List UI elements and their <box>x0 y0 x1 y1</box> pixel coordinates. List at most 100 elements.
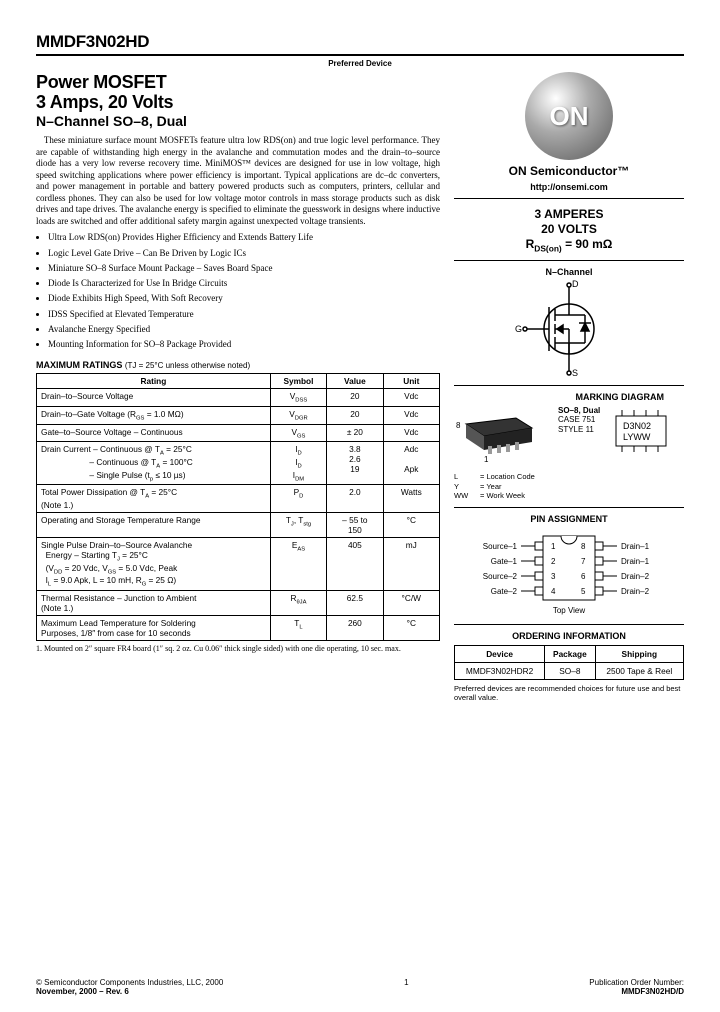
svg-text:8: 8 <box>581 542 586 551</box>
cell-symbol: TL <box>270 616 326 641</box>
page-footer: © Semiconductor Components Industries, L… <box>36 978 684 996</box>
svg-text:Top View: Top View <box>553 606 586 615</box>
cell-unit: °C/W <box>383 591 439 616</box>
pin-title: PIN ASSIGNMENT <box>454 514 684 524</box>
cell-value: 405 <box>327 538 383 591</box>
part-number: MMDF3N02HD <box>36 32 684 52</box>
svg-text:Drain–1: Drain–1 <box>621 557 650 566</box>
cell-symbol: PD <box>270 485 326 513</box>
package-labels: SO–8, Dual CASE 751 STYLE 11 <box>558 406 600 435</box>
cell-rating: Total Power Dissipation @ TA = 25°C(Note… <box>37 485 271 513</box>
table-row: Thermal Resistance – Junction to Ambient… <box>37 591 440 616</box>
svg-text:1: 1 <box>484 455 489 464</box>
svg-text:Drain–2: Drain–2 <box>621 587 650 596</box>
divider <box>454 507 684 508</box>
cell-unit: Vdc <box>383 407 439 425</box>
key-specs: 3 AMPERES 20 VOLTS RDS(on) = 90 mΩ <box>454 207 684 254</box>
cell-rating: Drain–to–Gate Voltage (RGS = 1.0 MΩ) <box>37 407 271 425</box>
two-column-layout: Power MOSFET 3 Amps, 20 Volts N–Channel … <box>36 72 684 702</box>
marking-legend: L= Location Code Y= Year WW= Work Week <box>454 472 684 501</box>
preferred-note: Preferred devices are recommended choice… <box>454 684 684 702</box>
cell-unit: Watts <box>383 485 439 513</box>
cell-unit: °C <box>383 513 439 538</box>
cell-unit: Vdc <box>383 424 439 442</box>
svg-text:3: 3 <box>551 572 556 581</box>
spec-rdson: RDS(on) = 90 mΩ <box>454 237 684 254</box>
feature-list: Ultra Low RDS(on) Provides Higher Effici… <box>36 232 440 350</box>
svg-text:6: 6 <box>581 572 586 581</box>
ordering-title: ORDERING INFORMATION <box>454 631 684 641</box>
table-header-row: Rating Symbol Value Unit <box>37 374 440 389</box>
footer-right: Publication Order Number: MMDF3N02HD/D <box>589 978 684 996</box>
cell-symbol: VGS <box>270 424 326 442</box>
logo-area: ON ON Semiconductor™ http://onsemi.com <box>454 72 684 192</box>
svg-text:D3N02: D3N02 <box>623 421 651 431</box>
cell-symbol: EAS <box>270 538 326 591</box>
col-device: Device <box>455 646 545 663</box>
svg-text:1: 1 <box>551 542 556 551</box>
divider <box>454 624 684 625</box>
header-rule <box>36 54 684 56</box>
cell-symbol: VDSS <box>270 389 326 407</box>
col-package: Package <box>545 646 595 663</box>
svg-text:G: G <box>515 324 522 334</box>
footer-page-number: 1 <box>223 978 589 996</box>
cell-value: 20 <box>327 389 383 407</box>
table-row: Operating and Storage Temperature RangeT… <box>37 513 440 538</box>
cell-value: 260 <box>327 616 383 641</box>
feature-item: Logic Level Gate Drive – Can Be Driven b… <box>48 248 440 259</box>
mosfet-schematic-icon: D G S <box>499 279 639 379</box>
brand-url: http://onsemi.com <box>454 182 684 192</box>
package-3d-icon: 8 1 <box>454 406 548 466</box>
cell-symbol: IDIDIDM <box>270 442 326 485</box>
col-rating: Rating <box>37 374 271 389</box>
table-row: Maximum Lead Temperature for SolderingPu… <box>37 616 440 641</box>
svg-text:LYWW: LYWW <box>623 432 651 442</box>
table-row: Drain–to–Gate Voltage (RGS = 1.0 MΩ)VDGR… <box>37 407 440 425</box>
on-logo-icon: ON <box>525 72 613 160</box>
right-column: ON ON Semiconductor™ http://onsemi.com 3… <box>454 72 684 702</box>
cell-value: 20 <box>327 407 383 425</box>
svg-text:Source–2: Source–2 <box>483 572 518 581</box>
svg-text:Gate–2: Gate–2 <box>491 587 518 596</box>
svg-text:S: S <box>572 368 578 378</box>
cell-rating: Maximum Lead Temperature for SolderingPu… <box>37 616 271 641</box>
order-shipping: 2500 Tape & Reel <box>595 663 683 680</box>
ordering-table: Device Package Shipping MMDF3N02HDR2 SO–… <box>454 645 684 680</box>
order-package: SO–8 <box>545 663 595 680</box>
ratings-title: MAXIMUM RATINGS (TJ = 25°C unless otherw… <box>36 360 440 370</box>
cell-value: – 55 to150 <box>327 513 383 538</box>
feature-item: IDSS Specified at Elevated Temperature <box>48 309 440 320</box>
table-row: Gate–to–Source Voltage – ContinuousVGS± … <box>37 424 440 442</box>
svg-text:5: 5 <box>581 587 586 596</box>
cell-unit: AdcApk <box>383 442 439 485</box>
feature-item: Miniature SO–8 Surface Mount Package – S… <box>48 263 440 274</box>
cell-rating: Single Pulse Drain–to–Source Avalanche E… <box>37 538 271 591</box>
marking-diagram: 8 1 SO–8, Dual CASE 751 STYLE 11 D3N02 L… <box>454 406 684 466</box>
title-line1: Power MOSFET <box>36 72 440 92</box>
title-line2: 3 Amps, 20 Volts <box>36 92 440 112</box>
svg-text:Drain–1: Drain–1 <box>621 542 650 551</box>
svg-text:Drain–2: Drain–2 <box>621 572 650 581</box>
preferred-label: Preferred Device <box>36 59 684 68</box>
datasheet-page: MMDF3N02HD Preferred Device Power MOSFET… <box>0 0 720 1012</box>
ratings-table: Rating Symbol Value Unit Drain–to–Source… <box>36 373 440 641</box>
brand-name: ON Semiconductor™ <box>454 164 684 178</box>
cell-rating: Operating and Storage Temperature Range <box>37 513 271 538</box>
col-unit: Unit <box>383 374 439 389</box>
col-shipping: Shipping <box>595 646 683 663</box>
cell-rating: Gate–to–Source Voltage – Continuous <box>37 424 271 442</box>
table-row: Single Pulse Drain–to–Source Avalanche E… <box>37 538 440 591</box>
table-row: MMDF3N02HDR2 SO–8 2500 Tape & Reel <box>455 663 684 680</box>
table-row: Total Power Dissipation @ TA = 25°C(Note… <box>37 485 440 513</box>
pin-assignment-icon: 18Source–1Drain–127Gate–1Drain–136Source… <box>461 528 677 618</box>
svg-text:7: 7 <box>581 557 586 566</box>
cell-value: 62.5 <box>327 591 383 616</box>
schematic-title: N–Channel <box>454 267 684 277</box>
svg-text:2: 2 <box>551 557 556 566</box>
divider <box>454 260 684 261</box>
cell-unit: Vdc <box>383 389 439 407</box>
feature-item: Ultra Low RDS(on) Provides Higher Effici… <box>48 232 440 243</box>
svg-text:Gate–1: Gate–1 <box>491 557 518 566</box>
cell-rating: Drain Current – Continuous @ TA = 25°C –… <box>37 442 271 485</box>
